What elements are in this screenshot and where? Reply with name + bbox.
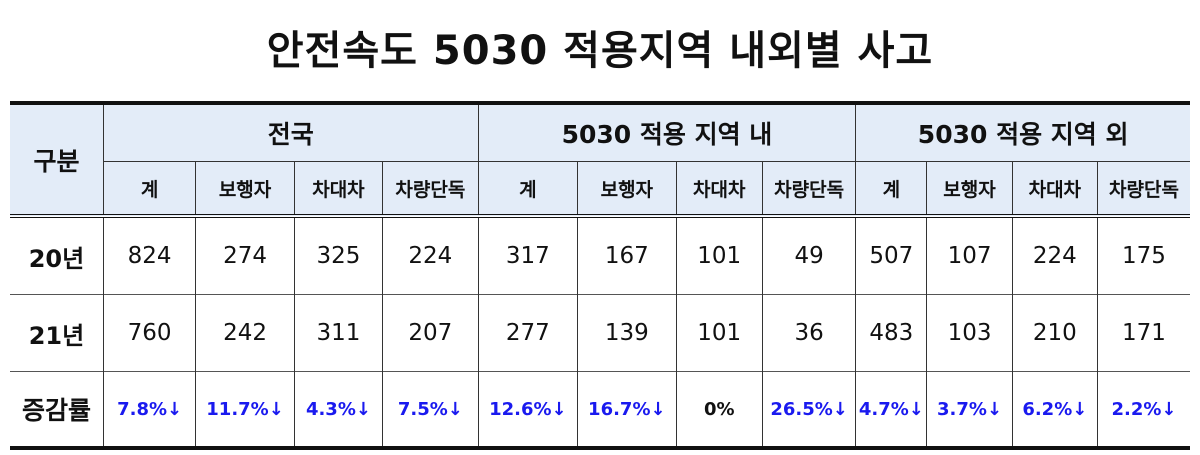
table-cell: 224 [382,215,479,295]
table-cell: 483 [855,294,928,372]
rate-cell: 16.7%↓ [577,371,677,448]
subheader: 차대차 [293,161,384,216]
subheader: 계 [477,161,579,216]
rate-cell: 7.5%↓ [382,371,479,448]
group-header-5030-inside: 5030 적용 지역 내 [477,103,857,162]
subheader: 차대차 [1011,161,1098,216]
table-cell: 101 [675,215,763,295]
table-cell: 507 [855,215,928,295]
table-cell: 49 [761,215,857,295]
table-cell: 167 [577,215,677,295]
rate-cell: 12.6%↓ [477,371,579,448]
table-row-2021: 21년 760 242 311 207 277 139 101 36 483 1… [10,294,1190,372]
rate-cell: 6.2%↓ [1011,371,1098,448]
table-row-change-rate: 증감률 7.8%↓ 11.7%↓ 4.3%↓ 7.5%↓ 12.6%↓ 16.7… [10,371,1190,448]
group-header-national: 전국 [102,103,479,162]
table-cell: 171 [1096,294,1190,372]
subheader: 보행자 [926,161,1013,216]
rate-cell: 7.8%↓ [102,371,197,448]
subheader: 차대차 [675,161,763,216]
accident-table: 구분 전국 5030 적용 지역 내 5030 적용 지역 외 계 보행자 차대… [10,101,1190,450]
table-row-2020: 20년 824 274 325 224 317 167 101 49 507 1… [10,215,1190,295]
table-cell: 277 [477,294,579,372]
subheader: 차량단독 [382,161,479,216]
subheader: 보행자 [195,161,295,216]
table-cell: 139 [577,294,677,372]
subheader: 차량단독 [761,161,857,216]
rate-cell: 0% [675,371,763,448]
rate-cell: 4.3%↓ [293,371,384,448]
subheader: 계 [855,161,928,216]
group-header-5030-outside: 5030 적용 지역 외 [855,103,1190,162]
rate-cell: 26.5%↓ [761,371,857,448]
table-cell: 207 [382,294,479,372]
rate-cell: 11.7%↓ [195,371,295,448]
corner-header: 구분 [10,103,104,216]
page-title: 안전속도 5030 적용지역 내외별 사고 [266,28,934,74]
row-label: 증감률 [10,371,104,448]
table-cell: 210 [1011,294,1098,372]
table-cell: 311 [293,294,384,372]
table-cell: 101 [675,294,763,372]
table-cell: 325 [293,215,384,295]
table-cell: 107 [926,215,1013,295]
row-label: 20년 [10,215,104,295]
row-label: 21년 [10,294,104,372]
table-cell: 242 [195,294,295,372]
table-cell: 760 [102,294,197,372]
table-cell: 36 [761,294,857,372]
table-cell: 274 [195,215,295,295]
table-cell: 175 [1096,215,1190,295]
subheader: 계 [103,161,197,216]
table-cell: 824 [102,215,197,295]
table-cell: 317 [477,215,579,295]
rate-cell: 2.2%↓ [1096,371,1190,448]
subheader: 차량단독 [1096,161,1190,216]
rate-cell: 4.7%↓ [855,371,928,448]
subheader: 보행자 [577,161,677,216]
rate-cell: 3.7%↓ [926,371,1013,448]
table-cell: 224 [1011,215,1098,295]
table-cell: 103 [926,294,1013,372]
